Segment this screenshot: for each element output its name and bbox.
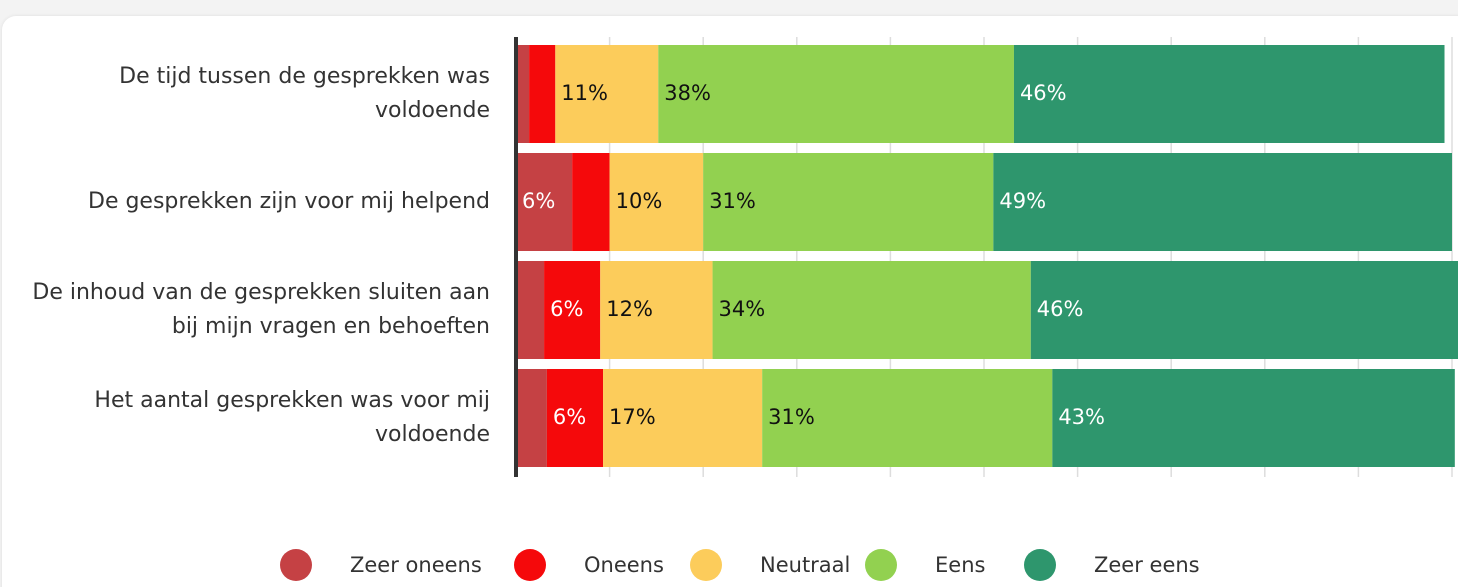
data-label: 46% <box>1020 81 1067 105</box>
bar-segment <box>516 261 545 359</box>
bar-segment <box>603 369 763 467</box>
category-label: De tijd tussen de gesprekken was voldoen… <box>119 64 490 123</box>
data-label: 10% <box>616 189 663 213</box>
bar-segment <box>1013 45 1445 143</box>
bar-segment <box>516 45 530 143</box>
legend-marker <box>514 549 546 581</box>
bar-segment <box>762 369 1053 467</box>
category-label: De gesprekken zijn voor mij helpend <box>88 189 490 214</box>
data-label: 6% <box>553 405 586 429</box>
data-label: 11% <box>561 81 608 105</box>
bar-segment <box>658 45 1014 143</box>
bar-segment <box>516 369 547 467</box>
legend-marker <box>280 549 312 581</box>
data-label: 31% <box>768 405 815 429</box>
legend-marker <box>690 549 722 581</box>
bar-segment <box>993 153 1452 251</box>
data-label: 43% <box>1058 405 1105 429</box>
bar-segment <box>529 45 556 143</box>
data-label: 38% <box>664 81 711 105</box>
bar-segment <box>516 153 573 251</box>
bar-segment <box>572 153 610 251</box>
data-label: 49% <box>999 189 1046 213</box>
data-label: 34% <box>719 297 766 321</box>
legend-label: Eens <box>935 553 985 577</box>
data-label: 17% <box>609 405 656 429</box>
bar-segment <box>555 45 659 143</box>
data-label: 46% <box>1037 297 1084 321</box>
data-label: 12% <box>606 297 653 321</box>
bar-segment <box>544 261 601 359</box>
legend-label: Zeer eens <box>1094 553 1200 577</box>
data-label: 6% <box>550 297 583 321</box>
bar-segment <box>546 369 604 467</box>
bar-segment <box>600 261 713 359</box>
bar-segment <box>609 153 704 251</box>
category-label: De inhoud van de gesprekken sluiten aan … <box>32 280 490 339</box>
legend-label: Oneens <box>584 553 664 577</box>
legend-marker <box>865 549 897 581</box>
legend-marker <box>1024 549 1056 581</box>
data-label: 6% <box>522 189 555 213</box>
bar-segment <box>1030 261 1458 359</box>
bar-segment <box>1052 369 1455 467</box>
legend-label: Neutraal <box>760 553 850 577</box>
category-label: Het aantal gesprekken was voor mij voldo… <box>94 388 490 447</box>
data-label: 31% <box>709 189 756 213</box>
bar-segment <box>703 153 994 251</box>
legend-label: Zeer oneens <box>350 553 482 577</box>
bar-segment <box>712 261 1031 359</box>
